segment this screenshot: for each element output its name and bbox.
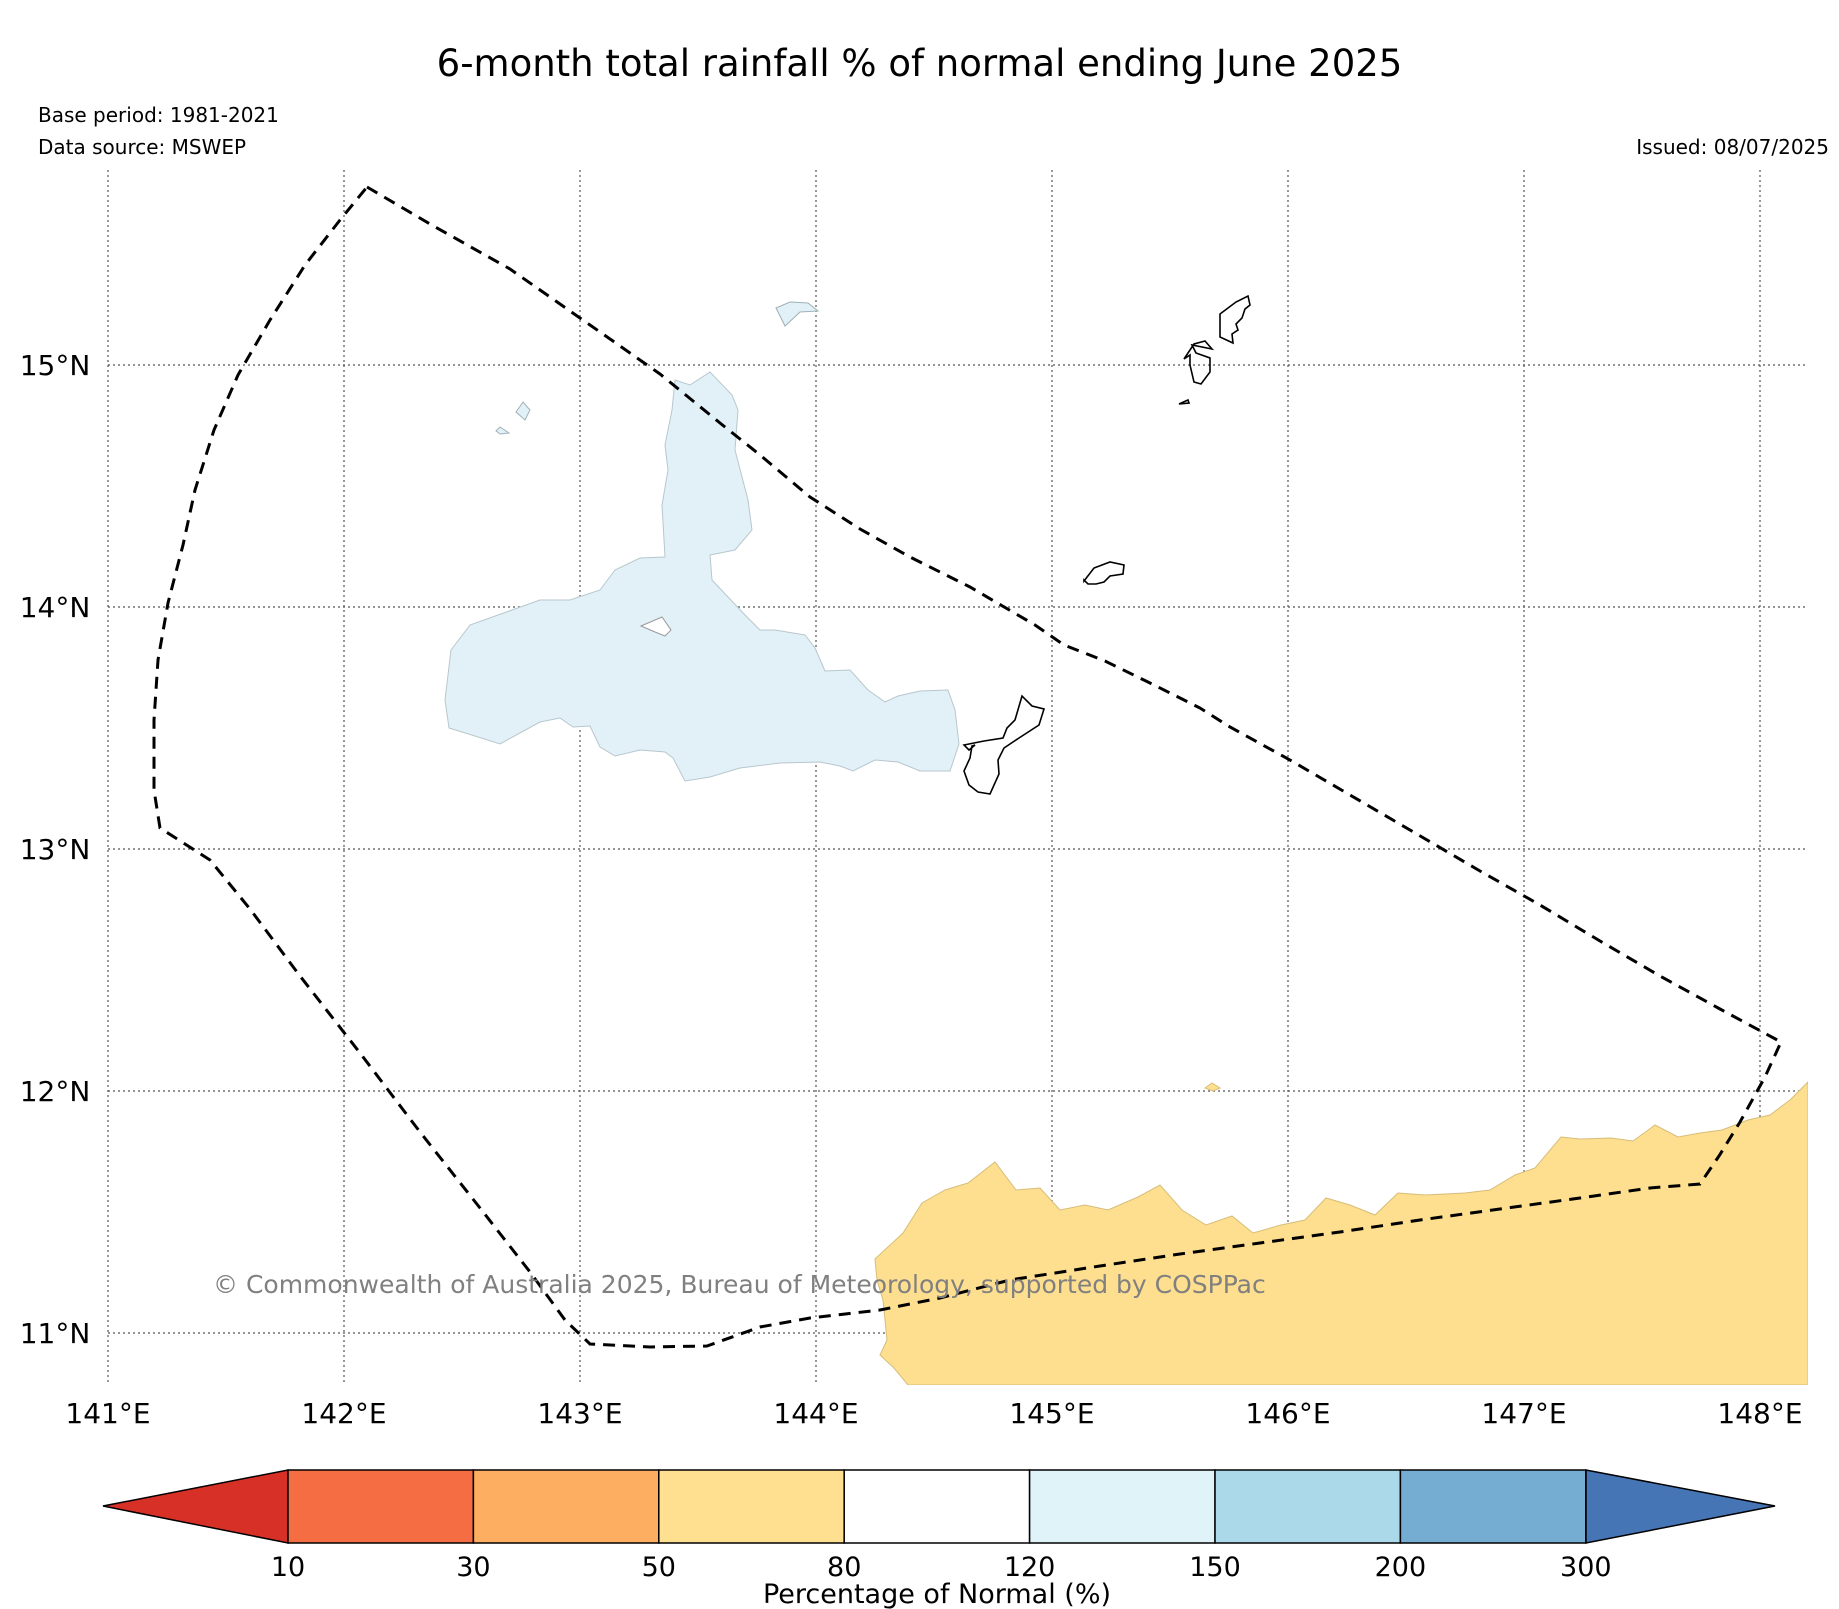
rainfall-region-120-150 <box>444 371 960 782</box>
lat-label-13n: 13°N <box>20 833 91 866</box>
rainfall-region-islet-c <box>495 426 511 435</box>
colorbar-segment-150-200 <box>1214 1469 1402 1544</box>
copyright-notice: © Commonwealth of Australia 2025, Bureau… <box>213 1270 1266 1299</box>
lon-label-145e: 145°E <box>1009 1397 1094 1430</box>
island-tinian <box>1183 340 1215 385</box>
colorbar-tick-200: 200 <box>1375 1552 1427 1583</box>
colorbar-segment-10-30 <box>287 1469 475 1544</box>
rainfall-region-islet-d <box>1203 1082 1222 1092</box>
lat-label-14n: 14°N <box>20 591 91 624</box>
colorbar-ticks: 10 30 50 80 120 150 200 300 <box>271 1552 1612 1583</box>
colorbar-extend-high <box>1585 1469 1776 1544</box>
rainfall-region-islet-a <box>775 301 820 327</box>
colorbar-tick-80: 80 <box>827 1552 861 1583</box>
rainfall-region-hole <box>639 616 672 637</box>
colorbar-segment-120-150 <box>1028 1469 1216 1544</box>
lon-label-141e: 141°E <box>65 1397 150 1430</box>
lon-label-147e: 147°E <box>1481 1397 1566 1430</box>
colorbar-tick-30: 30 <box>456 1552 490 1583</box>
colorbar-segment-30-50 <box>472 1469 660 1544</box>
eez-boundary <box>152 185 1783 1349</box>
lon-label-142e: 142°E <box>301 1397 386 1430</box>
island-guam <box>962 694 1046 795</box>
colorbar-segment-80-120 <box>843 1469 1031 1544</box>
issued-date: Issued: 08/07/2025 <box>1636 135 1829 159</box>
lat-label-15n: 15°N <box>20 349 91 382</box>
lat-label-12n: 12°N <box>20 1075 91 1108</box>
island-outlines <box>962 294 1251 795</box>
lon-label-143e: 143°E <box>537 1397 622 1430</box>
colorbar-extend-low <box>102 1469 289 1544</box>
lon-label-144e: 144°E <box>773 1397 858 1430</box>
colorbar-tick-120: 120 <box>1004 1552 1056 1583</box>
rainfall-region-islet-b <box>515 401 531 421</box>
base-period-note: Base period: 1981-2021 <box>38 103 279 127</box>
island-saipan <box>1219 294 1251 345</box>
lat-axis-labels: 15°N 14°N 13°N 12°N 11°N <box>20 349 91 1350</box>
colorbar-tick-50: 50 <box>642 1552 676 1583</box>
island-rota <box>1083 561 1125 585</box>
data-source-note: Data source: MSWEP <box>38 135 247 159</box>
lat-label-11n: 11°N <box>20 1317 91 1350</box>
map-title: 6-month total rainfall % of normal endin… <box>436 42 1403 85</box>
lon-axis-labels: 141°E 142°E 143°E 144°E 145°E 146°E 147°… <box>65 1397 1802 1430</box>
colorbar-tick-300: 300 <box>1560 1552 1612 1583</box>
colorbar-label: Percentage of Normal (%) <box>763 1579 1111 1609</box>
colorbar-segment-200-300 <box>1399 1469 1587 1544</box>
colorbar-segment-50-80 <box>658 1469 845 1544</box>
colorbar-tick-150: 150 <box>1189 1552 1241 1583</box>
colorbar-tick-10: 10 <box>271 1552 305 1583</box>
island-aguijan <box>1178 398 1191 405</box>
rainfall-region-50-80 <box>874 1081 1808 1385</box>
lon-label-148e: 148°E <box>1717 1397 1802 1430</box>
colorbar <box>102 1469 1776 1544</box>
lon-label-146e: 146°E <box>1245 1397 1330 1430</box>
